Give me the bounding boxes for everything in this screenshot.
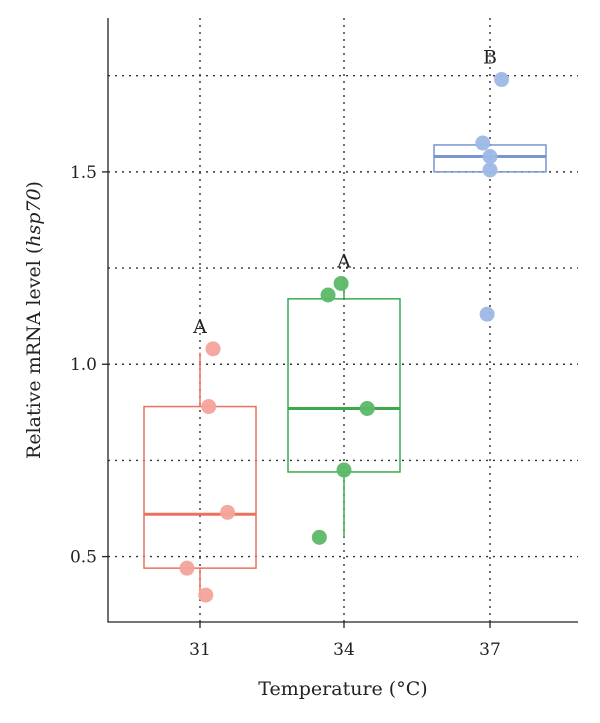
data-point-34-1 <box>333 275 349 291</box>
y-tick-label-2: 1.5 <box>70 163 97 183</box>
data-point-37-2 <box>482 148 498 164</box>
significance-label-31: A <box>192 316 207 338</box>
x-tick-label-2: 37 <box>479 640 501 660</box>
significance-label-34: A <box>336 250 351 272</box>
box-layer <box>143 144 547 596</box>
data-point-34-3 <box>336 462 352 478</box>
tick-layer: 0.5 1.0 1.5 31 34 37 <box>70 163 501 660</box>
data-point-34-0 <box>320 287 336 303</box>
y-axis-title-prefix: Relative mRNA level ( <box>23 247 45 459</box>
grid-layer <box>108 18 578 622</box>
y-axis-title-gene: hsp70 <box>23 188 45 246</box>
y-tick-label-0: 0.5 <box>70 548 97 568</box>
significance-label-37: B <box>483 47 497 69</box>
x-tick-label-1: 34 <box>333 640 355 660</box>
y-axis-title: Relative mRNA level (hsp70) <box>23 181 45 459</box>
data-point-37-3 <box>482 162 498 178</box>
label-layer: Temperature (°C) Relative mRNA level (hs… <box>23 47 497 700</box>
data-point-31-0 <box>205 341 221 357</box>
data-point-31-4 <box>198 587 214 603</box>
x-axis-title: Temperature (°C) <box>258 678 427 700</box>
y-tick-label-1: 1.0 <box>70 355 97 375</box>
point-layer <box>179 72 510 603</box>
axes-layer <box>107 18 578 623</box>
data-point-37-4 <box>479 306 495 322</box>
data-point-37-1 <box>475 135 491 151</box>
data-point-37-0 <box>494 72 510 88</box>
box-iqr-31 <box>143 405 257 569</box>
data-point-31-3 <box>179 560 195 576</box>
axis-frame <box>107 18 578 623</box>
data-point-34-2 <box>359 400 375 416</box>
box-group-31 <box>143 352 257 596</box>
data-point-34-4 <box>311 529 327 545</box>
y-axis-title-suffix: ) <box>23 181 45 188</box>
data-point-31-2 <box>220 504 236 520</box>
data-point-31-1 <box>201 399 217 415</box>
x-tick-label-0: 31 <box>189 640 211 660</box>
